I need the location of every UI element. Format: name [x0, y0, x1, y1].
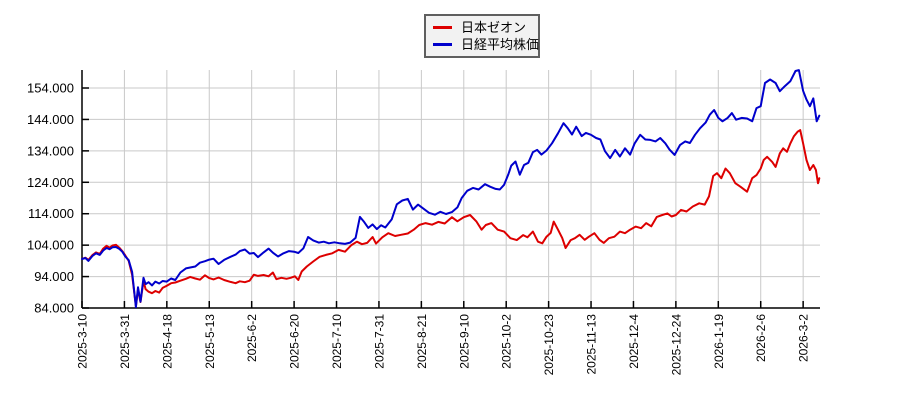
- x-tick-label: 2025-6-2: [245, 314, 259, 362]
- x-tick-label: 2025-12-4: [627, 314, 641, 369]
- x-tick-label: 2026-1-19: [712, 314, 726, 369]
- legend-label-nippon-zeon: 日本ゼオン: [461, 20, 527, 35]
- y-tick-label: 104.000: [27, 238, 74, 253]
- y-tick-label: 124.000: [27, 175, 74, 190]
- x-tick-label: 2025-6-20: [288, 314, 302, 369]
- y-tick-label: 114.000: [28, 206, 74, 221]
- x-tick-label: 2025-4-18: [160, 314, 174, 369]
- red-line-swatch: [433, 26, 452, 29]
- y-tick-label: 144.000: [27, 112, 74, 127]
- y-tick-label: 154.000: [27, 81, 74, 96]
- x-tick-label: 2026-2-6: [754, 314, 768, 362]
- x-tick-label: 2025-7-31: [372, 314, 386, 369]
- x-tick-label: 2025-10-2: [500, 314, 514, 369]
- blue-line-swatch: [433, 43, 452, 46]
- x-tick-label: 2025-12-24: [669, 314, 683, 376]
- x-tick-label: 2025-9-10: [457, 314, 471, 369]
- x-tick-label: 2025-3-10: [76, 314, 90, 369]
- y-tick-label: 84.000: [34, 301, 74, 316]
- x-tick-label: 2025-8-21: [415, 314, 429, 369]
- y-tick-label: 134.000: [27, 143, 74, 158]
- chart-legend: 日本ゼオン 日経平均株価: [424, 14, 540, 58]
- x-tick-label: 2025-11-13: [585, 314, 599, 375]
- x-tick-label: 2025-3-31: [118, 314, 132, 369]
- legend-item-nikkei-225: 日経平均株価: [433, 37, 540, 52]
- nippon_zeon-line: [81, 129, 821, 308]
- x-tick-label: 2026-3-2: [797, 314, 811, 362]
- x-tick-label: 2025-7-10: [330, 314, 344, 369]
- nikkei_225-line: [81, 69, 821, 309]
- x-tick-label: 2025-10-23: [542, 314, 556, 376]
- legend-label-nikkei-225: 日経平均株価: [461, 37, 540, 52]
- y-tick-label: 94.000: [34, 269, 74, 284]
- legend-item-nippon-zeon: 日本ゼオン: [433, 21, 538, 34]
- x-tick-label: 2025-5-13: [203, 314, 217, 369]
